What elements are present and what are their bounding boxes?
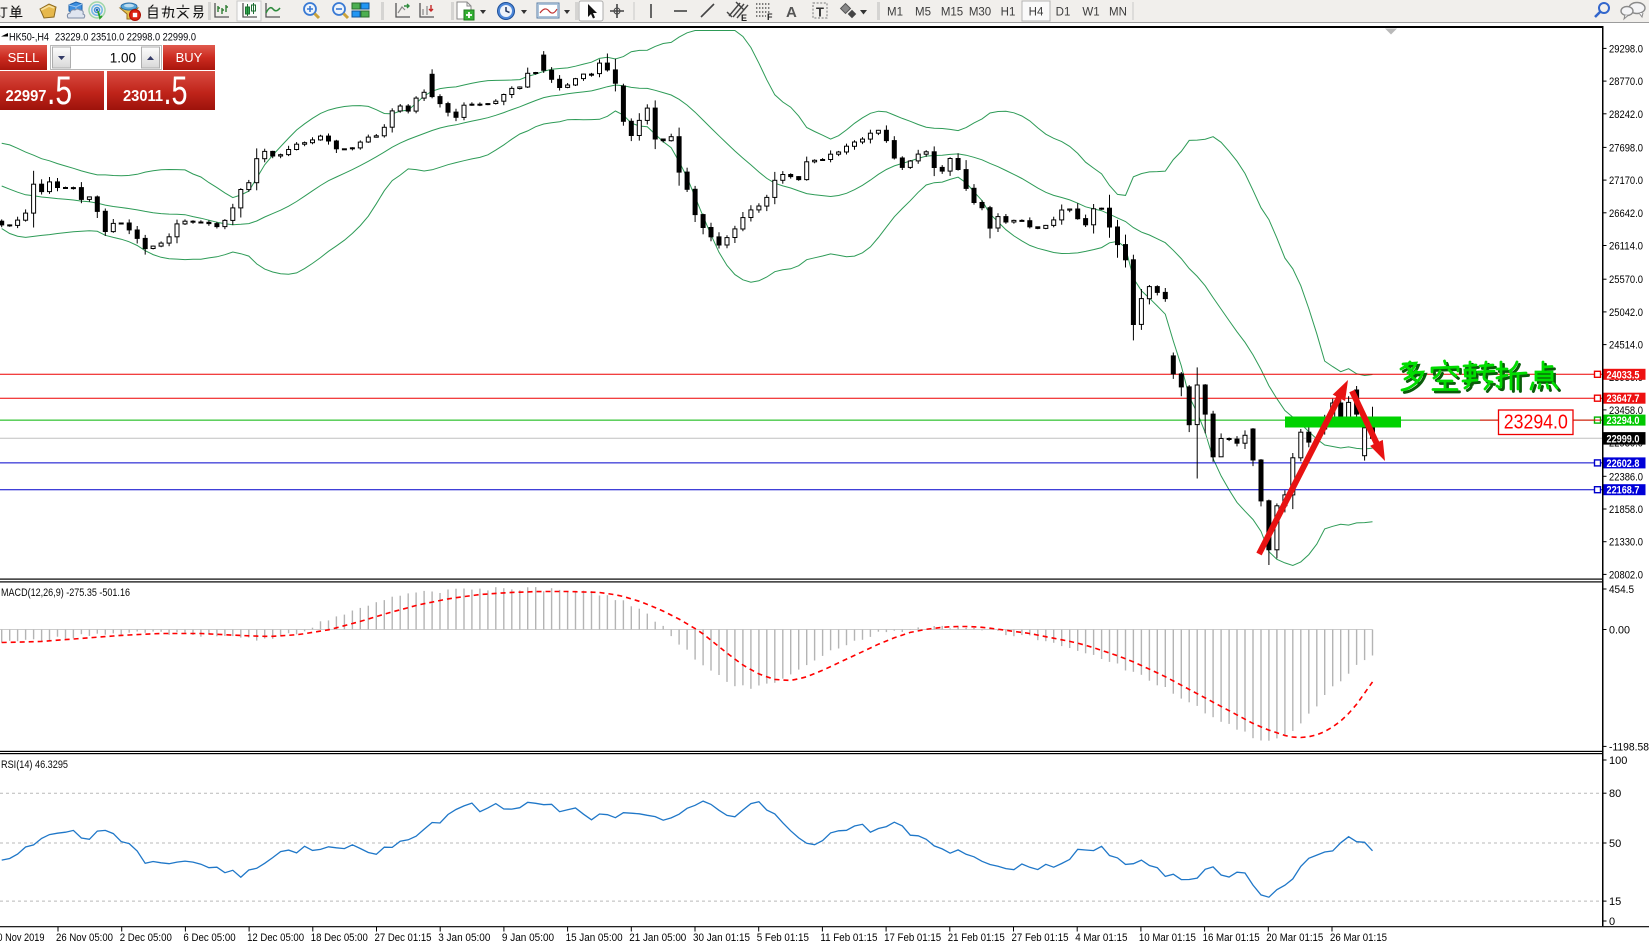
svg-text:10 Mar 01:15: 10 Mar 01:15 [1139,932,1196,944]
svg-text:12 Dec 05:00: 12 Dec 05:00 [247,932,304,944]
svg-text:H1: H1 [1001,7,1016,19]
svg-text:26 Nov 05:00: 26 Nov 05:00 [56,932,113,944]
svg-text:RSI(14) 46.3295: RSI(14) 46.3295 [1,759,68,771]
svg-text:24514.0: 24514.0 [1609,340,1643,352]
svg-text:22386.0: 22386.0 [1609,471,1643,483]
svg-text:23011: 23011 [123,88,163,105]
svg-text:.5: .5 [47,69,72,113]
svg-text:M30: M30 [969,7,991,19]
svg-text:28242.0: 28242.0 [1609,109,1643,121]
svg-text:-1198.58: -1198.58 [1609,741,1649,753]
svg-text:5 Feb 01:15: 5 Feb 01:15 [757,932,809,944]
svg-text:23229.0 23510.0 22998.0 22999.: 23229.0 23510.0 22998.0 22999.0 [55,32,196,44]
svg-text:A: A [786,4,797,21]
svg-text:22997: 22997 [6,88,47,105]
svg-text:E: E [741,13,747,23]
svg-text:28770.0: 28770.0 [1609,76,1643,88]
svg-text:F: F [767,12,773,22]
svg-text:M1: M1 [887,7,903,19]
svg-text:16 Mar 01:15: 16 Mar 01:15 [1203,932,1260,944]
svg-text:20 Nov 2019: 20 Nov 2019 [0,932,45,944]
svg-text:26642.0: 26642.0 [1609,208,1643,220]
svg-text:21858.0: 21858.0 [1609,504,1643,516]
svg-text:23647.7: 23647.7 [1607,393,1640,405]
svg-text:27 Feb 01:15: 27 Feb 01:15 [1012,932,1069,944]
svg-text:24033.5: 24033.5 [1607,369,1640,381]
svg-text:23458.0: 23458.0 [1609,405,1643,417]
svg-text:MACD(12,26,9) -275.35 -501.16: MACD(12,26,9) -275.35 -501.16 [1,587,130,599]
svg-text:30 Jan 01:15: 30 Jan 01:15 [693,932,750,944]
svg-text:17 Feb 01:15: 17 Feb 01:15 [884,932,941,944]
svg-text:22168.7: 22168.7 [1607,485,1640,497]
svg-text:SELL: SELL [8,50,40,65]
svg-text:MN: MN [1109,7,1127,19]
svg-text:27 Dec 01:15: 27 Dec 01:15 [375,932,432,944]
svg-text:M5: M5 [915,7,931,19]
svg-text:80: 80 [1609,788,1621,800]
svg-text:25042.0: 25042.0 [1609,307,1643,319]
svg-text:25570.0: 25570.0 [1609,274,1643,286]
svg-text:20802.0: 20802.0 [1609,569,1643,581]
svg-text:23294.0: 23294.0 [1607,415,1640,427]
svg-text:20 Mar 01:15: 20 Mar 01:15 [1266,932,1323,944]
svg-text:29298.0: 29298.0 [1609,43,1643,55]
svg-text:6 Dec 05:00: 6 Dec 05:00 [183,932,235,944]
svg-text:23294.0: 23294.0 [1504,411,1568,434]
svg-text:11 Feb 01:15: 11 Feb 01:15 [820,932,877,944]
svg-text:D1: D1 [1056,7,1071,19]
svg-text:1.00: 1.00 [110,51,136,66]
svg-text:HK50-,H4: HK50-,H4 [9,32,49,44]
svg-text:21330.0: 21330.0 [1609,537,1643,549]
svg-text:2 Dec 05:00: 2 Dec 05:00 [120,932,172,944]
svg-text:22999.0: 22999.0 [1607,433,1640,445]
svg-text:27698.0: 27698.0 [1609,142,1643,154]
svg-text:BUY: BUY [176,50,203,65]
svg-text:4 Mar 01:15: 4 Mar 01:15 [1075,932,1127,944]
svg-text:26 Mar 01:15: 26 Mar 01:15 [1330,932,1387,944]
svg-text:18 Dec 05:00: 18 Dec 05:00 [311,932,368,944]
svg-text:50: 50 [1609,838,1621,850]
svg-text:15 Jan 05:00: 15 Jan 05:00 [566,932,623,944]
svg-text:T: T [816,5,824,20]
svg-text:26114.0: 26114.0 [1609,241,1643,253]
svg-text:0: 0 [1609,916,1615,928]
svg-text:100: 100 [1609,755,1627,767]
svg-text:21 Jan 05:00: 21 Jan 05:00 [629,932,686,944]
svg-text:W1: W1 [1082,7,1099,19]
svg-text:0.00: 0.00 [1609,625,1630,637]
svg-text:21 Feb 01:15: 21 Feb 01:15 [948,932,1005,944]
svg-text:H4: H4 [1029,7,1044,19]
svg-text:22602.8: 22602.8 [1607,458,1640,470]
svg-text:15: 15 [1609,896,1621,908]
svg-text:27170.0: 27170.0 [1609,175,1643,187]
svg-text:.5: .5 [164,69,188,113]
svg-text:454.5: 454.5 [1609,584,1634,596]
svg-text:9 Jan 05:00: 9 Jan 05:00 [502,932,554,944]
svg-text:3 Jan 05:00: 3 Jan 05:00 [438,932,490,944]
svg-text:M15: M15 [941,7,963,19]
